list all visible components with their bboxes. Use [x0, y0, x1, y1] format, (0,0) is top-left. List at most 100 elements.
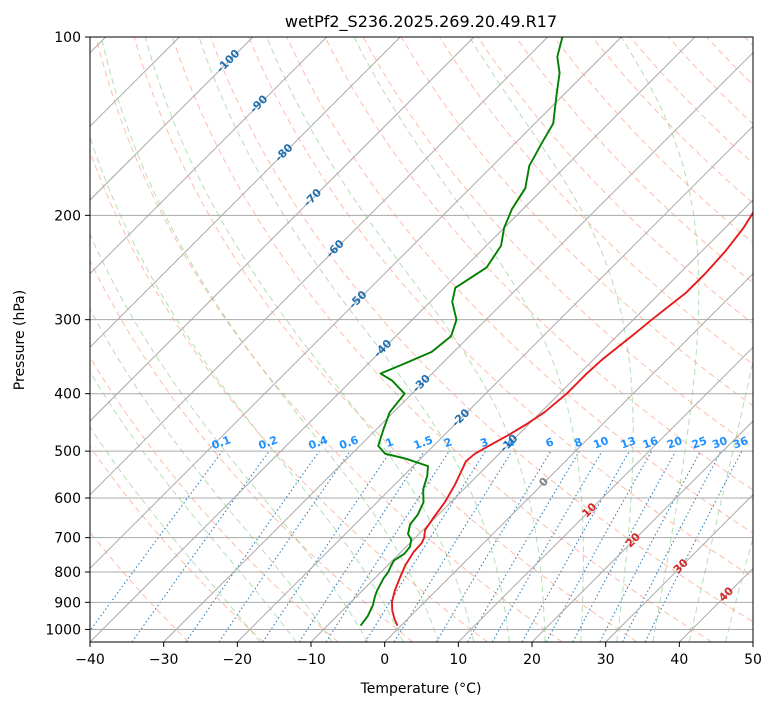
mixing-ratio-label: 0.4 — [307, 433, 330, 452]
x-tick-label: −20 — [223, 652, 253, 668]
y-tick-label: 900 — [54, 595, 81, 611]
y-axis: 1000 900 800 700 600 500 400 300 200 100 — [45, 30, 90, 638]
pressure-grid — [90, 37, 753, 630]
plot-frame — [89, 36, 754, 643]
isotherm-line — [457, 346, 753, 642]
x-tick-label: 50 — [744, 652, 762, 668]
moist-adiabat-line — [90, 308, 333, 642]
dewpoint-profile-line — [359, 37, 564, 627]
isotherm-line — [90, 37, 254, 201]
mixing-ratio-line — [325, 450, 450, 642]
y-tick-label: 500 — [54, 444, 81, 460]
mixing-ratio-label: 1.5 — [412, 433, 435, 452]
dry-adiabat-line — [248, 37, 753, 578]
mixing-ratio-label: 0.2 — [257, 433, 280, 452]
mixing-ratio-label: 25 — [690, 434, 709, 451]
x-tick-label: 10 — [449, 652, 467, 668]
mixing-ratio-line — [572, 450, 677, 642]
mixing-ratio-label: 10 — [592, 434, 611, 452]
plot-area: 0.1 0.2 0.4 0.6 1 1.5 2 3 4 6 8 10 13 16 20 25 30 36-100-… — [90, 37, 753, 642]
isotherm-line — [90, 37, 549, 496]
dry-adiabat-line — [90, 445, 264, 642]
y-tick-label: 300 — [54, 313, 81, 329]
mixing-ratio-label: 0.1 — [210, 433, 233, 452]
mixing-ratio-line — [131, 450, 270, 642]
x-tick-label: 20 — [523, 652, 541, 668]
mixing-ratio-line — [435, 450, 552, 642]
mixing-ratio-line — [364, 450, 486, 642]
isotherm-line — [236, 125, 753, 642]
dry-adiabat-line — [400, 37, 753, 407]
dry-adiabat-line — [210, 37, 753, 623]
mixing-ratio-label: 36 — [731, 434, 750, 452]
y-tick-label: 600 — [54, 491, 81, 507]
moist-adiabat-line — [144, 37, 475, 642]
moist-adiabat-line — [469, 37, 634, 642]
x-axis: −40 −30 −20 −10 0 10 20 30 40 50 — [75, 642, 762, 668]
isotherm-line — [384, 272, 753, 642]
mixing-ratio-line — [467, 450, 580, 642]
y-tick-label: 1000 — [45, 622, 81, 638]
isotherm-line — [90, 37, 696, 642]
isotherm-line — [90, 37, 475, 422]
dry-adiabat-line — [133, 37, 638, 642]
isotherm-line — [90, 37, 622, 570]
mixing-ratio-label: 20 — [665, 434, 684, 452]
chart-title: wetPf2_S236.2025.269.20.49.R17 — [285, 12, 557, 32]
x-tick-label: 0 — [380, 652, 389, 668]
isotherm-line — [531, 420, 753, 642]
moist-adiabat-line — [90, 370, 297, 642]
moist-adiabat-line — [90, 232, 369, 642]
y-tick-label: 800 — [54, 565, 81, 581]
dry-adiabat-line — [515, 37, 753, 284]
y-axis-title: Pressure (hPa) — [12, 290, 28, 390]
x-tick-label: −40 — [75, 652, 105, 668]
dry-adiabat-line — [629, 37, 753, 165]
mixing-ratio-label: 2 — [442, 435, 454, 450]
dry-adiabat-line — [90, 259, 414, 642]
moist-adiabats — [90, 37, 753, 642]
mixing-ratio-line — [185, 450, 320, 642]
mixing-ratio-label: 6 — [544, 435, 556, 450]
isotherms — [90, 37, 753, 642]
mixing-ratio-label: 16 — [641, 434, 660, 452]
isotherm-line — [90, 37, 401, 349]
mixing-ratio-label: 0.6 — [338, 433, 361, 452]
x-tick-label: 30 — [597, 652, 615, 668]
y-tick-label: 400 — [54, 387, 81, 403]
x-tick-label: −30 — [149, 652, 179, 668]
y-tick-label: 700 — [54, 531, 81, 547]
y-tick-label: 200 — [54, 208, 81, 224]
mixing-ratio-line — [521, 450, 630, 642]
mixing-ratio-line — [218, 450, 351, 642]
moist-adiabat-line — [688, 358, 753, 642]
moist-adiabat-line — [725, 536, 753, 642]
dry-adiabat-line — [324, 37, 753, 491]
moist-adiabat-line — [198, 37, 510, 642]
moist-adiabat-line — [100, 37, 439, 642]
moist-adiabat-line — [90, 426, 261, 642]
profile-lines — [359, 37, 753, 627]
mixing-ratio-line — [491, 450, 603, 642]
x-tick-label: −10 — [296, 652, 326, 668]
y-tick-label: 100 — [54, 30, 81, 46]
mixing-ratio-label: 3 — [478, 435, 490, 450]
x-tick-label: 40 — [670, 652, 688, 668]
mixing-ratio-label: 13 — [619, 434, 638, 451]
isotherm-line — [605, 493, 753, 642]
mixing-ratio-line — [393, 450, 513, 642]
x-axis-title: Temperature (°C) — [360, 681, 482, 697]
mixing-ratio-label: 30 — [710, 434, 729, 452]
dry-adiabat-line — [171, 37, 712, 642]
mixing-ratio-label: 8 — [572, 435, 584, 450]
temperature-profile-line — [390, 210, 753, 626]
moist-adiabat-line — [266, 37, 546, 642]
moist-adiabat-line — [353, 37, 584, 642]
mixing-ratio-label: 4 — [505, 435, 517, 450]
mixing-ratio-label: 1 — [384, 435, 396, 450]
dry-adiabat-line — [95, 37, 563, 642]
dry-adiabat-line — [591, 37, 753, 204]
mixing-ratio-line — [90, 450, 223, 632]
